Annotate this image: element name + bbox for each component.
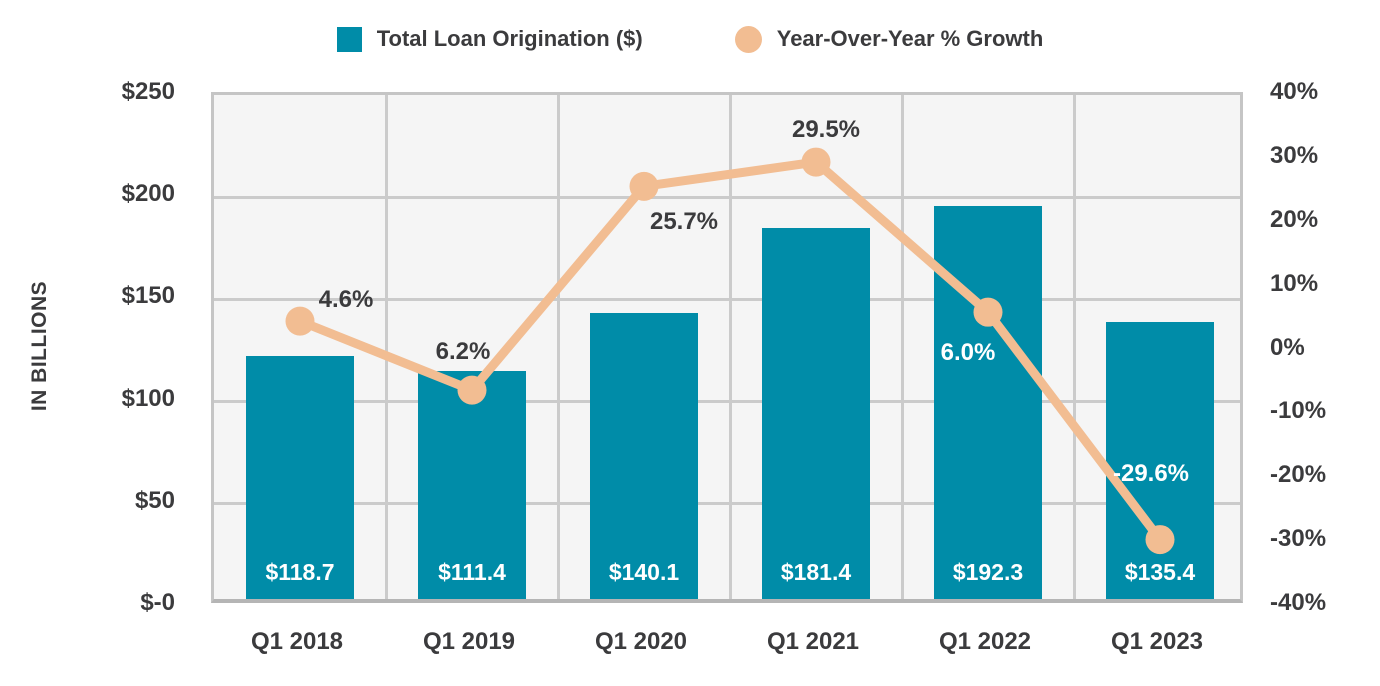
x-axis-label-q1-2022: Q1 2022 bbox=[938, 628, 1032, 655]
bar-q1-2018 bbox=[246, 356, 354, 599]
bar-series-label: Total Loan Origination ($) bbox=[376, 26, 643, 51]
x-axis-label-q1-2018: Q1 2018 bbox=[250, 628, 344, 655]
growth-point-q1-2019 bbox=[457, 375, 487, 405]
growth-line bbox=[285, 147, 1175, 555]
y-axis-left-tick: $150 bbox=[121, 282, 175, 310]
gridline-v bbox=[1072, 95, 1076, 599]
x-axis-label-q1-2021: Q1 2021 bbox=[766, 628, 860, 655]
growth-data-label: 6.0% bbox=[940, 339, 996, 367]
growth-line-path bbox=[295, 157, 1165, 545]
bar-value-label: $192.3 bbox=[952, 559, 1024, 585]
x-axis-label-q1-2019: Q1 2019 bbox=[422, 628, 516, 655]
legend-item-bar: Total Loan Origination ($) bbox=[336, 26, 643, 52]
growth-data-label: 6.2% bbox=[435, 338, 491, 366]
bar-value-label: $140.1 bbox=[608, 559, 680, 585]
y-axis-left-tick: $-0 bbox=[140, 589, 175, 616]
bar-value-label: $118.7 bbox=[265, 559, 335, 585]
y-axis-right-tick: 40% bbox=[1270, 78, 1319, 105]
legend: Total Loan Origination ($) Year-Over-Yea… bbox=[0, 22, 1380, 56]
growth-data-label: 29.5% bbox=[791, 116, 861, 144]
bar-value-label: $111.4 bbox=[438, 559, 506, 585]
gridline-h bbox=[214, 400, 1240, 404]
bar-value-label: $135.4 bbox=[1124, 559, 1196, 585]
y-axis-right-tick: -10% bbox=[1270, 397, 1327, 425]
growth-point-q1-2018 bbox=[285, 306, 315, 336]
growth-point-q1-2023 bbox=[1145, 525, 1175, 555]
gridline-h bbox=[214, 502, 1240, 506]
y-axis-right-tick: -20% bbox=[1270, 461, 1327, 489]
y-axis-right-tick: 0% bbox=[1270, 333, 1305, 361]
gridline-h bbox=[214, 195, 1240, 199]
x-axis-label-q1-2020: Q1 2020 bbox=[594, 628, 688, 655]
gridline-v bbox=[728, 95, 732, 599]
y-axis-left-tick: $50 bbox=[134, 486, 175, 514]
bar-q1-2020 bbox=[590, 312, 698, 599]
growth-data-label: 4.6% bbox=[318, 286, 374, 314]
gridline-v bbox=[384, 95, 388, 599]
y-axis-right-tick: 20% bbox=[1270, 205, 1319, 233]
legend-item-line: Year-Over-Year % Growth bbox=[734, 25, 1044, 53]
growth-data-label: -29.6% bbox=[1112, 459, 1190, 487]
bar-q1-2022 bbox=[934, 205, 1042, 599]
bar-q1-2019 bbox=[418, 371, 526, 599]
gridline-v bbox=[900, 95, 904, 599]
y-axis-left-tick: $250 bbox=[121, 78, 175, 105]
line-series-label: Year-Over-Year % Growth bbox=[776, 26, 1044, 51]
y-axis-left-tick: $100 bbox=[121, 384, 175, 412]
bar-value-label: $181.4 bbox=[780, 559, 852, 585]
y-axis-right-tick: -30% bbox=[1270, 525, 1327, 553]
x-axis-label-q1-2023: Q1 2023 bbox=[1110, 628, 1204, 655]
bar-q1-2021 bbox=[762, 228, 870, 599]
growth-point-q1-2020 bbox=[629, 171, 659, 201]
bar-series-swatch-icon bbox=[336, 26, 362, 52]
y-axis-right-tick: 30% bbox=[1270, 141, 1319, 169]
y-axis-left-tick: $200 bbox=[121, 180, 175, 208]
plot-area: $118.7 $111.4 $140.1 $181.4 $192.3 $135.4 4.6%… bbox=[211, 92, 1243, 603]
y-axis-right-tick: -40% bbox=[1270, 589, 1327, 616]
y-axis-right-tick: 10% bbox=[1270, 269, 1319, 297]
gridline-v bbox=[556, 95, 560, 599]
y-axis-title: IN BILLIONS bbox=[28, 280, 51, 412]
growth-point-q1-2021 bbox=[801, 147, 831, 177]
growth-data-label: 25.7% bbox=[649, 208, 719, 236]
gridline-h bbox=[214, 297, 1240, 301]
line-series-swatch-icon bbox=[734, 25, 762, 53]
growth-point-q1-2022 bbox=[973, 297, 1003, 327]
